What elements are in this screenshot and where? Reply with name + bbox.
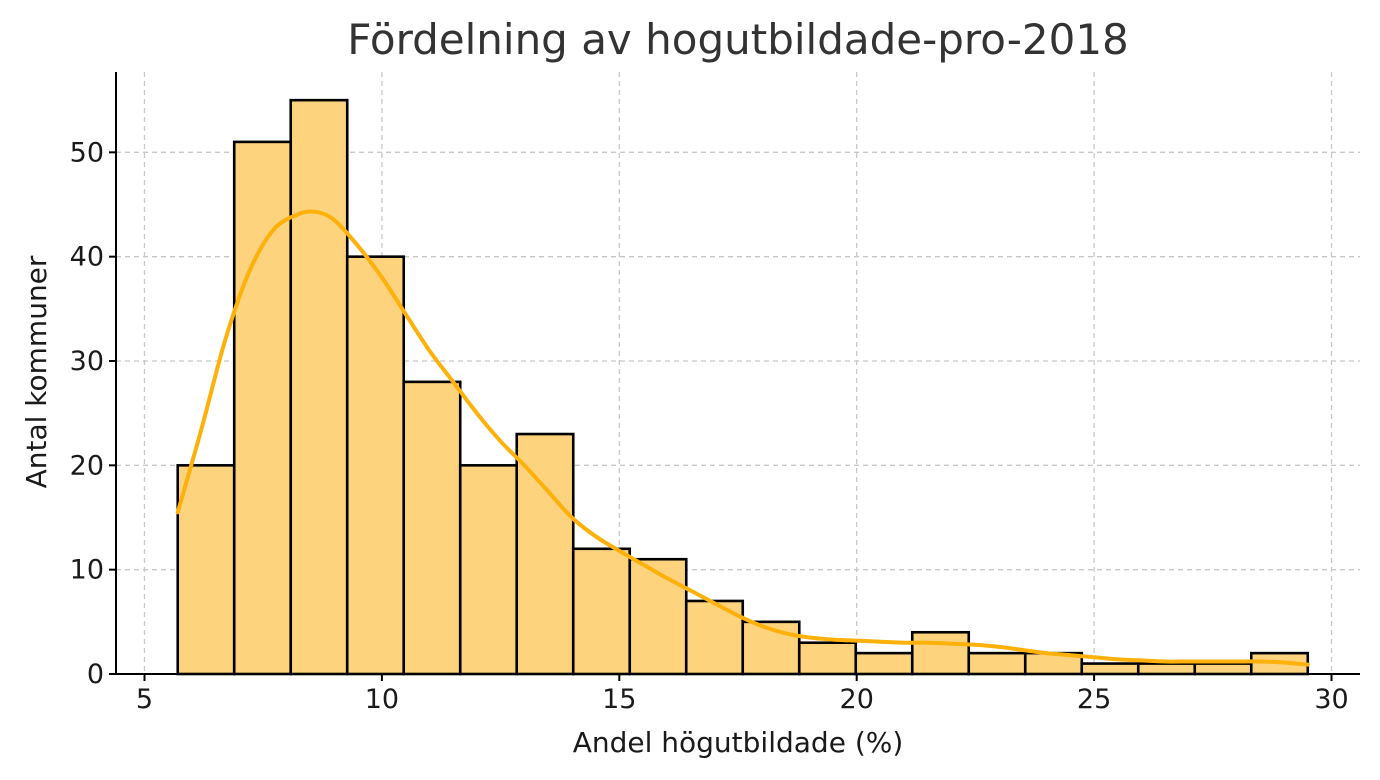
y-tick-label: 50 [70, 137, 104, 168]
x-tick-label: 30 [1314, 684, 1348, 715]
histogram-bar [967, 651, 1027, 676]
histogram-bar [854, 651, 914, 676]
y-axis-label: Antal kommuner [20, 255, 53, 488]
x-tick-label: 5 [136, 684, 153, 715]
histogram-bar [458, 464, 519, 676]
histogram-bar [571, 547, 632, 676]
x-tick-label: 10 [365, 684, 399, 715]
histogram-bars [176, 98, 1310, 676]
histogram-bar [176, 464, 236, 676]
y-tick-label: 0 [87, 659, 104, 690]
histogram-bar [1193, 662, 1253, 676]
y-tick-label: 20 [70, 450, 104, 481]
kde-curve-group [175, 209, 1310, 667]
histogram-bar [797, 641, 858, 676]
y-tick-label: 10 [70, 555, 104, 586]
y-tick-label: 40 [70, 242, 104, 273]
x-axis-label: Andel högutbildade (%) [573, 726, 904, 759]
histogram-bar [1136, 662, 1197, 676]
histogram-bar [289, 98, 349, 676]
chart-title: Fördelning av hogutbildade-pro-2018 [347, 15, 1129, 64]
histogram-bar [1080, 662, 1140, 676]
histogram-bar [628, 557, 688, 676]
histogram-bar [345, 255, 406, 676]
axes [115, 72, 1360, 675]
histogram-bar [910, 630, 971, 676]
tick-labels: 5 10 15 20 25 30 0 10 20 30 40 50 [70, 137, 1349, 715]
x-tick-label: 15 [602, 684, 636, 715]
histogram-bar [402, 380, 462, 676]
histogram-bar [515, 432, 575, 676]
x-tick-label: 25 [1077, 684, 1111, 715]
y-tick-label: 30 [70, 346, 104, 377]
kde-curve [175, 209, 1310, 667]
x-tick-label: 20 [840, 684, 874, 715]
